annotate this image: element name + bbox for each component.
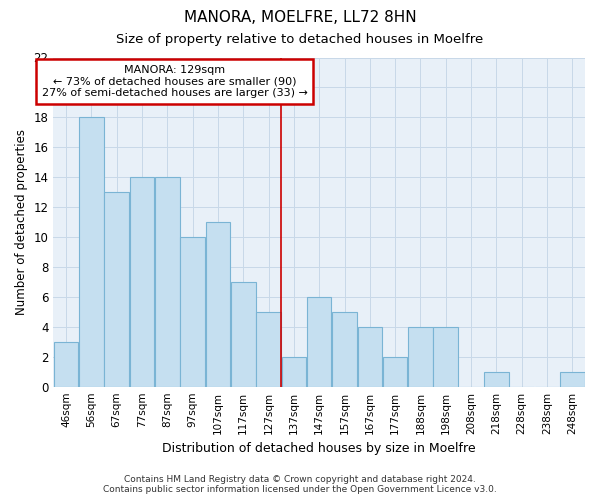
Bar — [332, 312, 357, 386]
Text: MANORA: 129sqm
← 73% of detached houses are smaller (90)
27% of semi-detached ho: MANORA: 129sqm ← 73% of detached houses … — [42, 65, 308, 98]
Text: Size of property relative to detached houses in Moelfre: Size of property relative to detached ho… — [116, 32, 484, 46]
Text: Contains HM Land Registry data © Crown copyright and database right 2024.: Contains HM Land Registry data © Crown c… — [124, 475, 476, 484]
Y-axis label: Number of detached properties: Number of detached properties — [15, 129, 28, 315]
Bar — [560, 372, 584, 386]
Bar — [281, 357, 306, 386]
Bar — [383, 357, 407, 386]
Bar — [181, 237, 205, 386]
Bar — [231, 282, 256, 387]
Bar — [79, 118, 104, 386]
Bar — [104, 192, 129, 386]
Bar — [155, 177, 179, 386]
Bar — [206, 222, 230, 386]
X-axis label: Distribution of detached houses by size in Moelfre: Distribution of detached houses by size … — [163, 442, 476, 455]
Bar — [358, 327, 382, 386]
Text: Contains public sector information licensed under the Open Government Licence v3: Contains public sector information licen… — [103, 485, 497, 494]
Text: MANORA, MOELFRE, LL72 8HN: MANORA, MOELFRE, LL72 8HN — [184, 10, 416, 25]
Bar — [130, 177, 154, 386]
Bar — [484, 372, 509, 386]
Bar — [307, 297, 331, 386]
Bar — [408, 327, 433, 386]
Bar — [54, 342, 79, 386]
Bar — [256, 312, 281, 386]
Bar — [433, 327, 458, 386]
